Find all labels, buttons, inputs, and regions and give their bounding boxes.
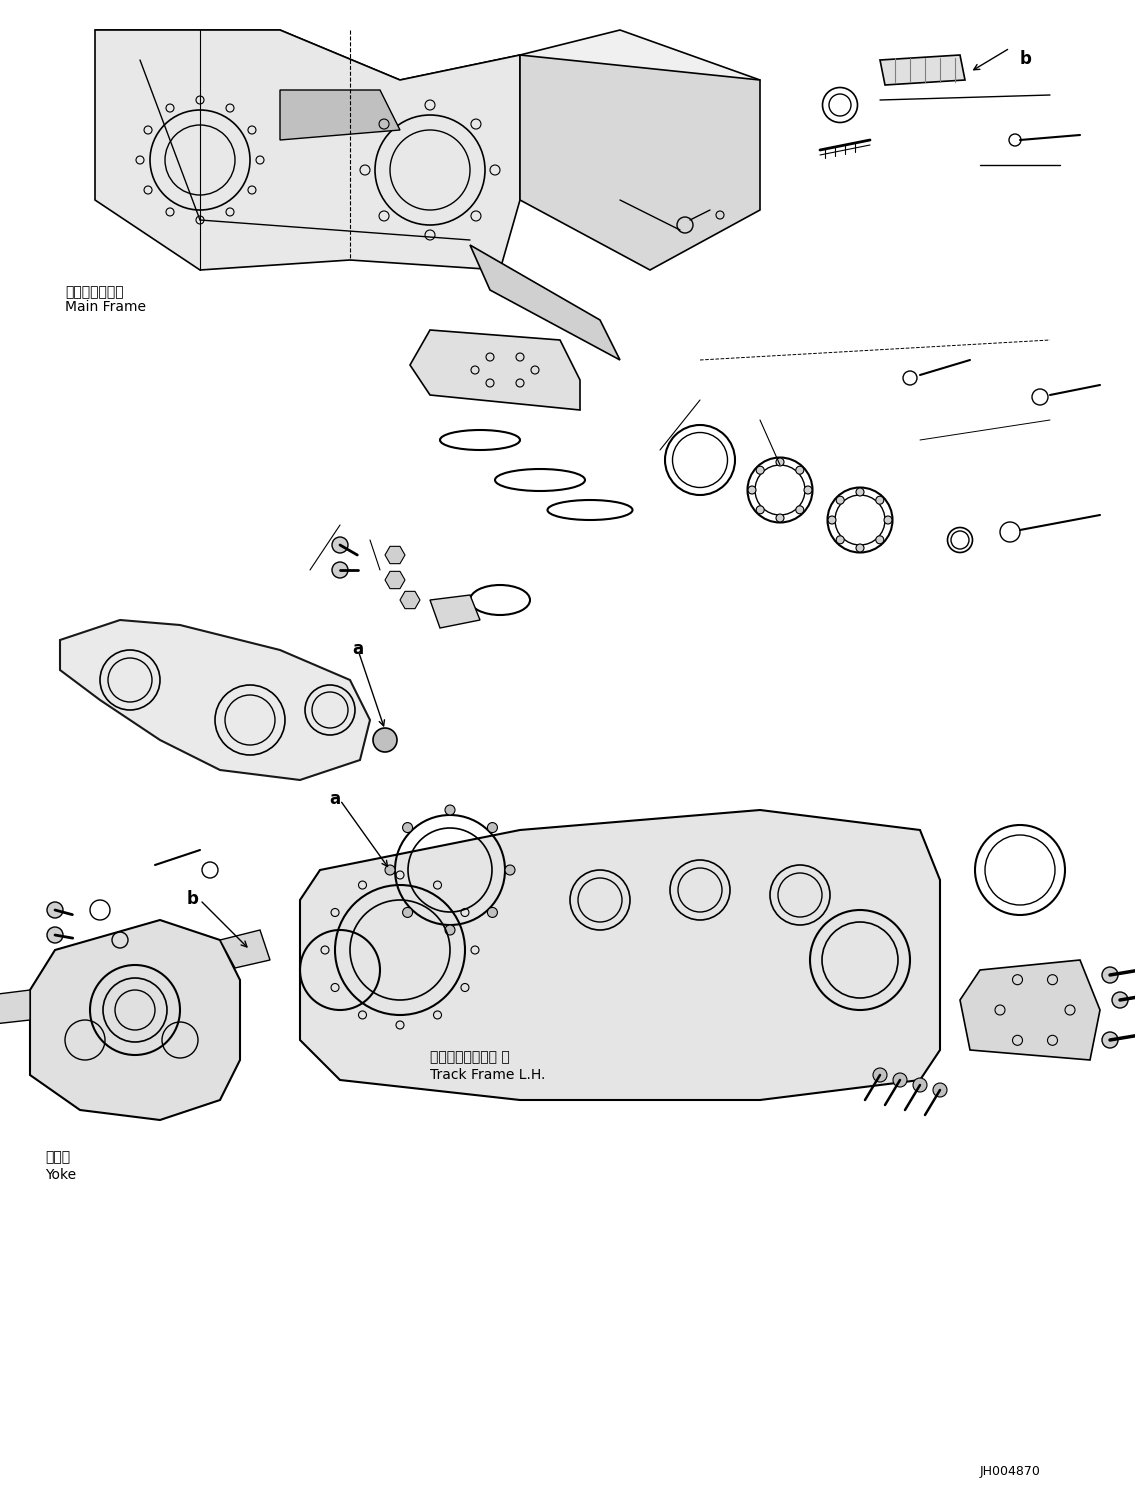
Text: Track Frame L.H.: Track Frame L.H. [430, 1068, 546, 1082]
Polygon shape [385, 571, 405, 589]
Circle shape [373, 728, 397, 751]
Ellipse shape [876, 535, 884, 544]
Polygon shape [960, 960, 1100, 1060]
Circle shape [505, 865, 515, 875]
Polygon shape [30, 920, 239, 1120]
Polygon shape [520, 55, 760, 270]
Text: b: b [1020, 51, 1032, 69]
Circle shape [1102, 968, 1118, 983]
Text: ヨーク: ヨーク [45, 1150, 70, 1164]
Polygon shape [220, 930, 270, 968]
Ellipse shape [756, 467, 764, 474]
Polygon shape [385, 546, 405, 564]
Polygon shape [280, 89, 400, 140]
Text: メインフレーム: メインフレーム [65, 285, 124, 300]
Polygon shape [300, 810, 940, 1100]
Ellipse shape [748, 486, 756, 494]
Text: Main Frame: Main Frame [65, 300, 146, 315]
Ellipse shape [796, 467, 804, 474]
Circle shape [47, 902, 64, 918]
Polygon shape [95, 30, 520, 270]
Ellipse shape [756, 505, 764, 514]
Text: a: a [329, 790, 340, 808]
Circle shape [487, 823, 497, 832]
Text: a: a [353, 640, 363, 658]
Circle shape [913, 1078, 927, 1091]
Polygon shape [95, 30, 760, 160]
Polygon shape [0, 990, 30, 1024]
Circle shape [333, 537, 348, 553]
Ellipse shape [836, 497, 844, 504]
Ellipse shape [796, 505, 804, 514]
Ellipse shape [776, 458, 784, 467]
Polygon shape [470, 245, 620, 359]
Circle shape [873, 1068, 886, 1082]
Text: Yoke: Yoke [45, 1167, 76, 1182]
Polygon shape [880, 55, 965, 85]
Circle shape [933, 1082, 947, 1097]
Ellipse shape [836, 535, 844, 544]
Ellipse shape [856, 488, 864, 497]
Ellipse shape [776, 514, 784, 522]
Text: JH004870: JH004870 [980, 1466, 1041, 1478]
Circle shape [403, 823, 413, 832]
Polygon shape [60, 620, 370, 780]
Circle shape [487, 908, 497, 917]
Circle shape [1112, 992, 1128, 1008]
Ellipse shape [876, 497, 884, 504]
Circle shape [445, 805, 455, 816]
Ellipse shape [829, 516, 836, 523]
Circle shape [385, 865, 395, 875]
Circle shape [445, 924, 455, 935]
Circle shape [403, 908, 413, 917]
Circle shape [333, 562, 348, 579]
Polygon shape [400, 592, 420, 608]
Ellipse shape [804, 486, 812, 494]
Ellipse shape [856, 544, 864, 552]
Circle shape [47, 927, 64, 942]
Text: b: b [187, 890, 199, 908]
Text: トラックフレーム 左: トラックフレーム 左 [430, 1050, 510, 1065]
Ellipse shape [884, 516, 892, 523]
Polygon shape [410, 330, 580, 410]
Circle shape [893, 1074, 907, 1087]
Polygon shape [430, 595, 480, 628]
Circle shape [1102, 1032, 1118, 1048]
